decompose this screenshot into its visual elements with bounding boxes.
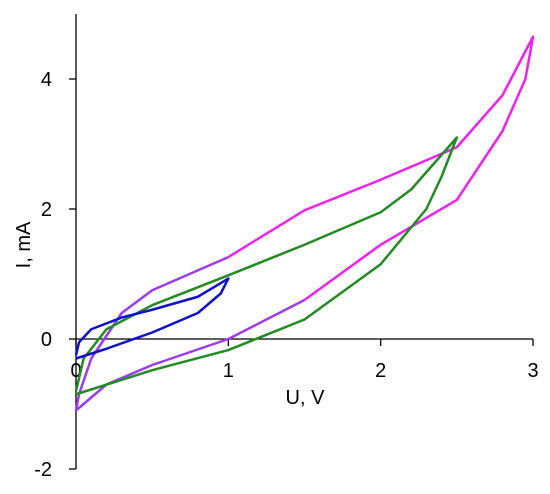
x-axis-label: U, V — [286, 387, 326, 409]
y-tick-label: 2 — [41, 199, 52, 221]
curve — [227, 35, 535, 302]
x-tick-label: 0 — [70, 360, 81, 382]
curve — [74, 255, 306, 412]
x-tick-label: 3 — [527, 360, 538, 382]
y-tick-label: 4 — [41, 69, 52, 91]
curve — [74, 277, 230, 360]
y-tick-label: -2 — [34, 459, 52, 481]
y-axis-label: I, mA — [13, 221, 35, 268]
y-tick-label: 0 — [41, 329, 52, 351]
x-tick-label: 1 — [223, 360, 234, 382]
curve — [74, 136, 459, 396]
x-tick-label: 2 — [375, 360, 386, 382]
